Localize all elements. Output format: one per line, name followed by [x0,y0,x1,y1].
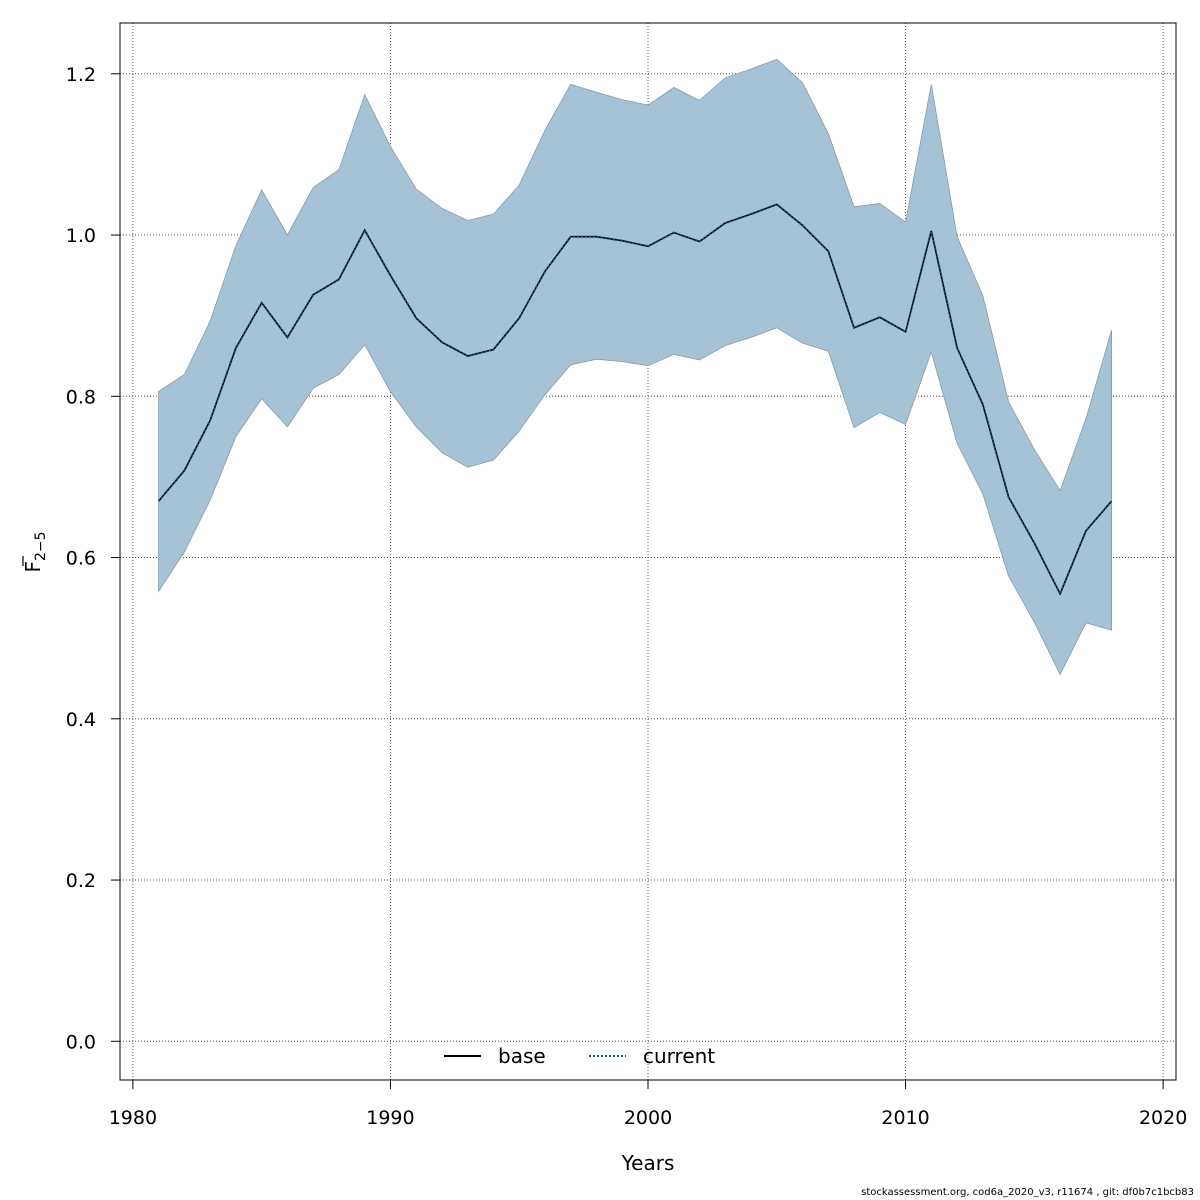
y-tick-label-0.6: 0.6 [66,548,96,570]
y-axis-title: F2−5 [21,531,49,572]
y-tick-label-1.0: 1.0 [66,225,96,247]
series-line-base [157,203,1113,596]
legend-label-base: base [498,1044,546,1068]
series-lines [157,203,1113,597]
x-axis: 1980 1990 2000 2010 2020 [109,1079,1187,1129]
y-tick-label-0.4: 0.4 [66,709,96,731]
x-axis-title: Years [621,1151,675,1175]
y-axis: 0.0 0.2 0.4 0.6 0.8 1.0 1.2 [66,64,121,1053]
confidence-band-layer [158,58,1112,676]
svg-text:F2−5: F2−5 [21,531,49,572]
x-tick-label-1990: 1990 [366,1107,414,1129]
x-tick-label-2020: 2020 [1139,1107,1187,1129]
x-tick-label-2010: 2010 [881,1107,929,1129]
y-tick-label-0.0: 0.0 [66,1031,96,1053]
x-tick-label-2000: 2000 [624,1107,672,1129]
y-axis-title-sub: 2−5 [33,531,49,561]
y-axis-title-main: F [21,561,45,573]
confidence-band [158,58,1112,676]
y-tick-label-0.2: 0.2 [66,870,96,892]
y-tick-label-1.2: 1.2 [66,64,96,86]
y-tick-label-0.8: 0.8 [66,386,96,408]
legend-label-current: current [643,1044,715,1068]
x-tick-label-1980: 1980 [109,1107,157,1129]
legend: base current [444,1044,715,1068]
footer-caption: stockassessment.org, cod6a_2020_v3, r116… [861,1187,1194,1198]
